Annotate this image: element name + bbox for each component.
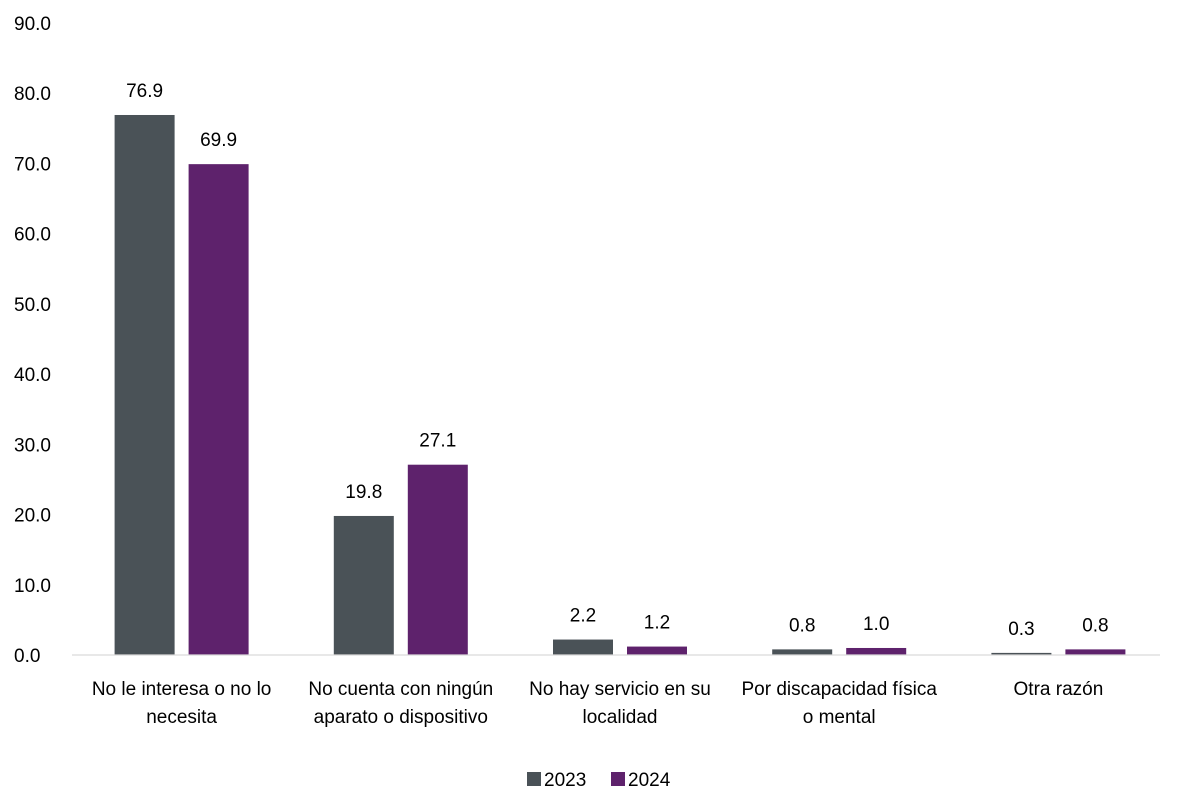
y-tick-label: 10.0 [14, 576, 51, 597]
data-label-2023-1: 19.8 [345, 482, 382, 503]
bar-2023-3 [772, 649, 833, 655]
data-label-2023-0: 76.9 [126, 81, 163, 102]
legend: 2023 2024 [527, 770, 671, 791]
data-label-2024-0: 69.9 [200, 130, 237, 151]
category-label-2: No hay servicio en su [529, 679, 711, 700]
category-label-1: No cuenta con ningún [308, 679, 493, 700]
y-tick-label: 50.0 [14, 295, 51, 316]
category-label-2: localidad [583, 707, 658, 728]
bar-2024-0 [188, 164, 249, 655]
y-tick-label: 90.0 [14, 14, 51, 35]
bar-2024-4 [1065, 649, 1126, 655]
y-tick-label: 80.0 [14, 84, 51, 105]
y-tick-label: 0.0 [14, 646, 40, 667]
y-tick-label: 40.0 [14, 365, 51, 386]
category-label-0: necesita [146, 707, 217, 728]
data-label-2024-4: 0.8 [1082, 615, 1108, 636]
category-label-0: No le interesa o no lo [92, 679, 272, 700]
bar-2023-1 [333, 515, 394, 655]
legend-label-2024: 2024 [628, 770, 671, 791]
bar-2024-2 [627, 646, 687, 655]
category-label-3: o mental [803, 707, 876, 728]
y-tick-label: 70.0 [14, 154, 51, 175]
bar-2023-4 [991, 652, 1052, 655]
y-tick-label: 60.0 [14, 225, 51, 246]
y-tick-label: 20.0 [14, 506, 51, 527]
data-labels: 76.9 69.9 19.8 27.1 2.2 1.2 0.8 1.0 0.3 0.8 [126, 81, 1109, 640]
category-label-1: aparato o dispositivo [314, 707, 488, 728]
category-label-4: Otra razón [1014, 679, 1104, 700]
data-label-2024-2: 1.2 [644, 613, 670, 634]
legend-swatch-2023 [527, 772, 541, 786]
y-tick-label: 30.0 [14, 435, 51, 456]
data-label-2023-4: 0.3 [1008, 619, 1034, 640]
legend-swatch-2024 [611, 772, 625, 786]
data-label-2024-3: 1.0 [863, 614, 889, 635]
data-label-2023-3: 0.8 [789, 615, 815, 636]
bars [114, 114, 1126, 656]
bar-2023-0 [114, 114, 175, 656]
y-axis: 0.0 10.0 20.0 30.0 40.0 50.0 60.0 70.0 80.0 90.0 [14, 14, 51, 667]
bar-2024-1 [407, 464, 468, 655]
bar-2024-3 [846, 647, 907, 655]
bar-2023-2 [553, 639, 613, 655]
data-label-2023-2: 2.2 [570, 606, 596, 627]
data-label-2024-1: 27.1 [419, 431, 456, 452]
legend-label-2023: 2023 [544, 770, 586, 791]
category-label-3: Por discapacidad física [742, 679, 938, 700]
x-axis: No le interesa o no lo necesita No cuenta … [92, 679, 1103, 728]
